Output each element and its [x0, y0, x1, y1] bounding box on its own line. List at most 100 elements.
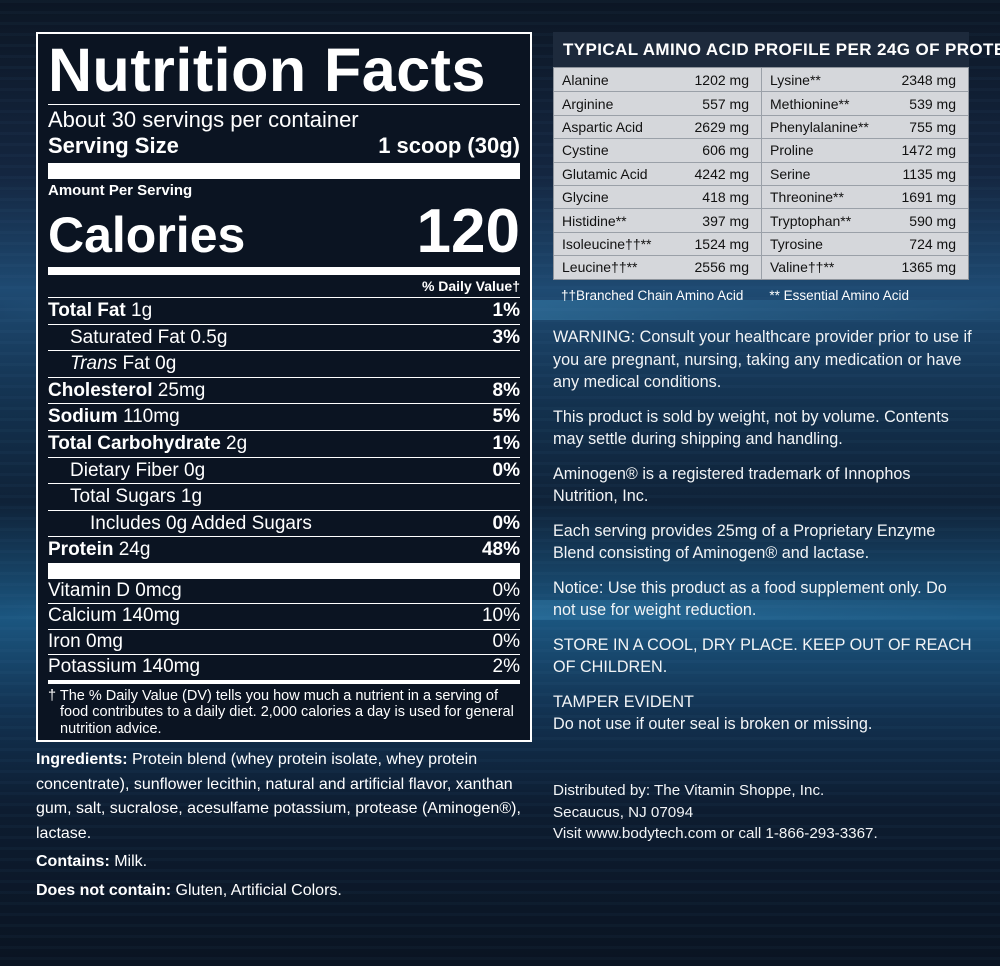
contains-label: Contains: — [36, 853, 110, 870]
amount-per-serving: Amount Per Serving — [48, 182, 193, 199]
table-cell: Glycine 418 mg — [554, 186, 761, 208]
amino-name: Phenylalanine** — [770, 118, 869, 135]
amino-value: 1524 mg — [694, 235, 749, 252]
nutrient-percent: 5% — [492, 406, 520, 428]
nutrient-label: Total Sugars 1g — [70, 486, 203, 508]
nutrient-row: Sodium 110mg 5% — [48, 403, 520, 430]
ingredients-section: Ingredients: Protein blend (whey protein… — [36, 748, 536, 907]
distributor-address: Secaucus, NJ 07094 — [553, 803, 694, 821]
amino-name: Arginine — [562, 95, 614, 112]
nutrient-label: Protein — [48, 539, 114, 561]
table-row: Arginine 557 mg Methionine** 539 mg — [554, 91, 968, 115]
nutrient-row: Saturated Fat 0.5g 3% — [48, 323, 520, 351]
servings-per-container: About 30 servings per container — [48, 107, 359, 132]
does-not-contain-text: Gluten, Artificial Colors. — [171, 881, 342, 899]
ingredients-paragraph: Ingredients: Protein blend (whey protein… — [36, 748, 536, 846]
nutrient-row: Total Carbohydrate 2g 1% — [48, 429, 520, 457]
divider — [48, 104, 520, 105]
vitamin-label: Calcium 140mg — [48, 605, 180, 627]
nutrition-facts-title: Nutrition Facts — [48, 36, 486, 104]
amino-value: 1365 mg — [901, 259, 956, 276]
nutrient-percent: 0% — [492, 512, 520, 534]
vitamin-label: Iron 0mg — [48, 630, 123, 652]
table-row: Glycine 418 mg Threonine** 1691 mg — [554, 184, 968, 209]
nutrient-label: Saturated Fat 0.5g — [70, 326, 228, 348]
nutrient-label: Total Carbohydrate — [48, 432, 221, 454]
vitamin-row: Calcium 140mg 10% — [48, 603, 520, 629]
amino-name: Proline — [770, 142, 814, 159]
amino-name: Glycine — [562, 189, 609, 206]
table-row: Aspartic Acid 2629 mg Phenylalanine** 755 … — [554, 114, 968, 139]
table-cell: Valine††** 1365 mg — [761, 256, 968, 279]
nutrition-facts-panel: Nutrition Facts About 30 servings per co… — [36, 32, 532, 742]
nutrient-amount: 24g — [113, 539, 151, 561]
divider-thick — [48, 562, 520, 579]
vitamin-percent: 0% — [492, 630, 520, 652]
warning-text: WARNING: Consult your healthcare provide… — [553, 328, 972, 391]
nutrient-label: Sodium — [48, 406, 118, 428]
nutrient-row: Trans Fat 0g — [48, 350, 520, 377]
ingredients-text: Protein blend (whey protein isolate, whe… — [36, 751, 521, 842]
amino-value: 1691 mg — [901, 189, 956, 206]
table-cell: Methionine** 539 mg — [761, 92, 968, 115]
nutrient-percent: 48% — [481, 539, 520, 561]
amino-name: Glutamic Acid — [562, 165, 648, 182]
amino-value: 1472 mg — [901, 142, 956, 159]
vitamin-row: Potassium 140mg 2% — [48, 654, 520, 680]
table-cell: Lysine** 2348 mg — [761, 68, 968, 92]
table-cell: Tyrosine 724 mg — [761, 232, 968, 256]
amino-acid-grid: Alanine 1202 mg Lysine** 2348 mg Arginine 5… — [553, 67, 969, 280]
table-row: Leucine††** 2556 mg Valine††** 1365 mg — [554, 255, 968, 279]
nutrient-percent: 1% — [492, 432, 520, 454]
nutrient-row: Protein 24g 48% — [48, 536, 520, 563]
amino-value: 590 mg — [909, 212, 956, 229]
nutrient-label: Dietary Fiber 0g — [70, 459, 206, 481]
table-row: Histidine** 397 mg Tryptophan** 590 mg — [554, 208, 968, 232]
enzyme-notice: Each serving provides 25mg of a Propriet… — [553, 521, 936, 563]
label-info-section: WARNING: Consult your healthcare provide… — [553, 326, 973, 748]
distributor-line: Distributed by: The Vitamin Shoppe, Inc. — [553, 782, 825, 799]
amino-value: 1202 mg — [694, 71, 749, 88]
table-row: Isoleucine††** 1524 mg Tyrosine 724 mg — [554, 231, 968, 256]
vitamin-row: Iron 0mg 0% — [48, 628, 520, 655]
calories-value: 120 — [416, 197, 520, 266]
table-row: Glutamic Acid 4242 mg Serine 1135 mg — [554, 161, 968, 185]
nutrient-label: Includes 0g Added Sugars — [90, 512, 312, 534]
nutrient-row: Total Sugars 1g — [48, 483, 520, 510]
ingredients-label: Ingredients: — [36, 751, 128, 768]
tamper-text: Do not use if outer seal is broken or mi… — [553, 715, 873, 733]
distributor-info: Distributed by: The Vitamin Shoppe, Inc.… — [553, 780, 973, 845]
amino-acid-title: TYPICAL AMINO ACID PROFILE PER 24G OF PR… — [553, 32, 1000, 67]
amino-value: 606 mg — [702, 142, 749, 159]
serving-size: Serving Size 1 scoop (30g) — [48, 133, 520, 159]
legend-essential: ** Essential Amino Acid — [769, 287, 909, 303]
nutrient-amount: 2g — [220, 432, 248, 454]
amino-name: Methionine** — [770, 95, 850, 112]
amino-value: 418 mg — [702, 189, 749, 206]
nutrient-amount: 25mg — [152, 379, 206, 401]
nutrient-row: Includes 0g Added Sugars 0% — [48, 509, 520, 537]
contains-text: Milk. — [109, 853, 148, 870]
serving-size-value: 1 scoop (30g) — [378, 133, 520, 158]
vitamin-row: Vitamin D 0mcg 0% — [48, 579, 520, 604]
table-cell: Leucine††** 2556 mg — [554, 256, 761, 278]
trademark-notice: Aminogen® is a registered trademark of I… — [553, 464, 911, 506]
amino-name: Cystine — [562, 142, 609, 159]
divider-thick — [48, 163, 520, 179]
contains-paragraph: Contains: Milk. — [36, 850, 536, 875]
nutrient-amount: 110mg — [117, 406, 180, 428]
amino-value: 397 mg — [702, 212, 749, 229]
amino-value: 1135 mg — [902, 165, 956, 182]
amino-value: 755 mg — [909, 118, 956, 135]
amino-name: Leucine††** — [562, 259, 638, 276]
amino-value: 539 mg — [909, 95, 956, 112]
table-cell: Histidine** 397 mg — [554, 209, 761, 231]
nutrient-row: Total Fat 1g 1% — [48, 297, 520, 324]
table-cell: Phenylalanine** 755 mg — [761, 115, 968, 139]
calories-label: Calories — [48, 207, 246, 263]
table-cell: Alanine 1202 mg — [554, 68, 761, 91]
table-cell: Arginine 557 mg — [554, 92, 761, 114]
table-row: Cystine 606 mg Proline 1472 mg — [554, 138, 968, 162]
table-cell: Proline 1472 mg — [761, 139, 968, 162]
amino-name: Alanine — [562, 71, 609, 88]
